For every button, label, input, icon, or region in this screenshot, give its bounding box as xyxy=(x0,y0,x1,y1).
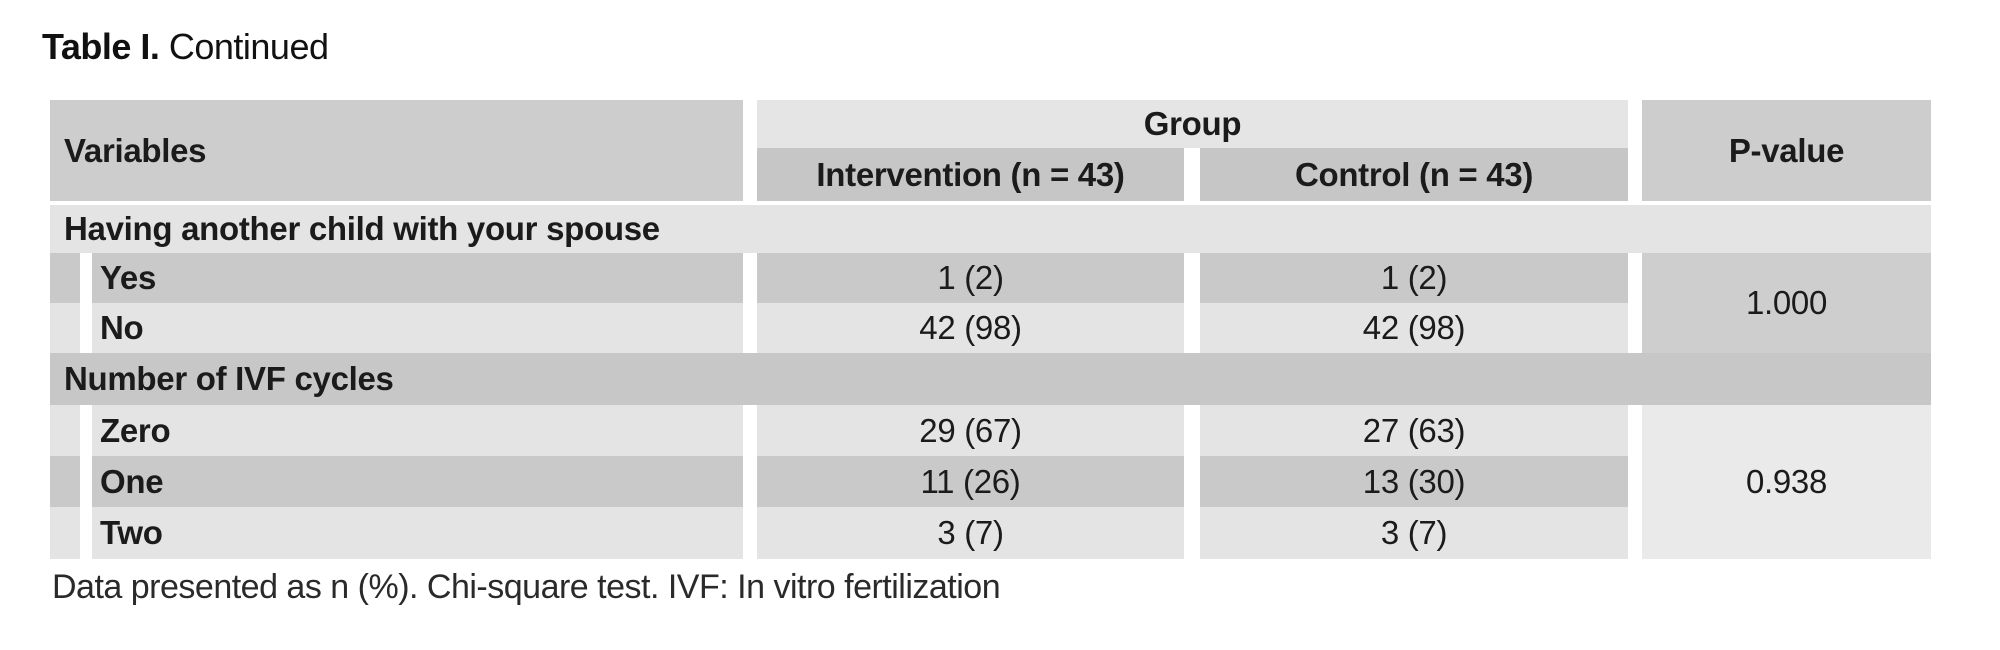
row-label-zero: Zero xyxy=(92,405,743,456)
value-one-intervention: 11 (26) xyxy=(757,456,1184,507)
column-header-variables: Variables xyxy=(50,100,743,201)
row-label-yes: Yes xyxy=(92,253,743,303)
table-title: Table I. Continued xyxy=(42,26,329,68)
indent-strip xyxy=(50,456,80,507)
table-title-number: Table I. xyxy=(42,26,160,67)
column-header-pvalue: P-value xyxy=(1642,100,1931,201)
table-footnote: Data presented as n (%). Chi-square test… xyxy=(52,568,1001,606)
table-title-continued: Continued xyxy=(159,26,329,67)
row-label-two: Two xyxy=(92,507,743,559)
row-label-one: One xyxy=(92,456,743,507)
value-zero-intervention: 29 (67) xyxy=(757,405,1184,456)
value-yes-intervention: 1 (2) xyxy=(757,253,1184,303)
indent-strip xyxy=(50,507,80,559)
value-zero-control: 27 (63) xyxy=(1200,405,1628,456)
section-header-having-another-child: Having another child with your spouse xyxy=(50,205,1931,253)
pvalue-ivf-cycles: 0.938 xyxy=(1642,405,1931,559)
column-header-intervention: Intervention (n = 43) xyxy=(757,148,1184,201)
results-table: Variables Group Intervention (n = 43) Co… xyxy=(50,100,1931,559)
column-header-control: Control (n = 43) xyxy=(1200,148,1628,201)
pvalue-having-another-child: 1.000 xyxy=(1642,253,1931,353)
column-header-group: Group xyxy=(757,100,1628,148)
value-two-control: 3 (7) xyxy=(1200,507,1628,559)
value-one-control: 13 (30) xyxy=(1200,456,1628,507)
value-yes-control: 1 (2) xyxy=(1200,253,1628,303)
indent-strip xyxy=(50,303,80,353)
indent-strip xyxy=(50,253,80,303)
value-no-intervention: 42 (98) xyxy=(757,303,1184,353)
value-two-intervention: 3 (7) xyxy=(757,507,1184,559)
row-label-no: No xyxy=(92,303,743,353)
section-header-ivf-cycles: Number of IVF cycles xyxy=(50,353,1931,405)
value-no-control: 42 (98) xyxy=(1200,303,1628,353)
indent-strip xyxy=(50,405,80,456)
